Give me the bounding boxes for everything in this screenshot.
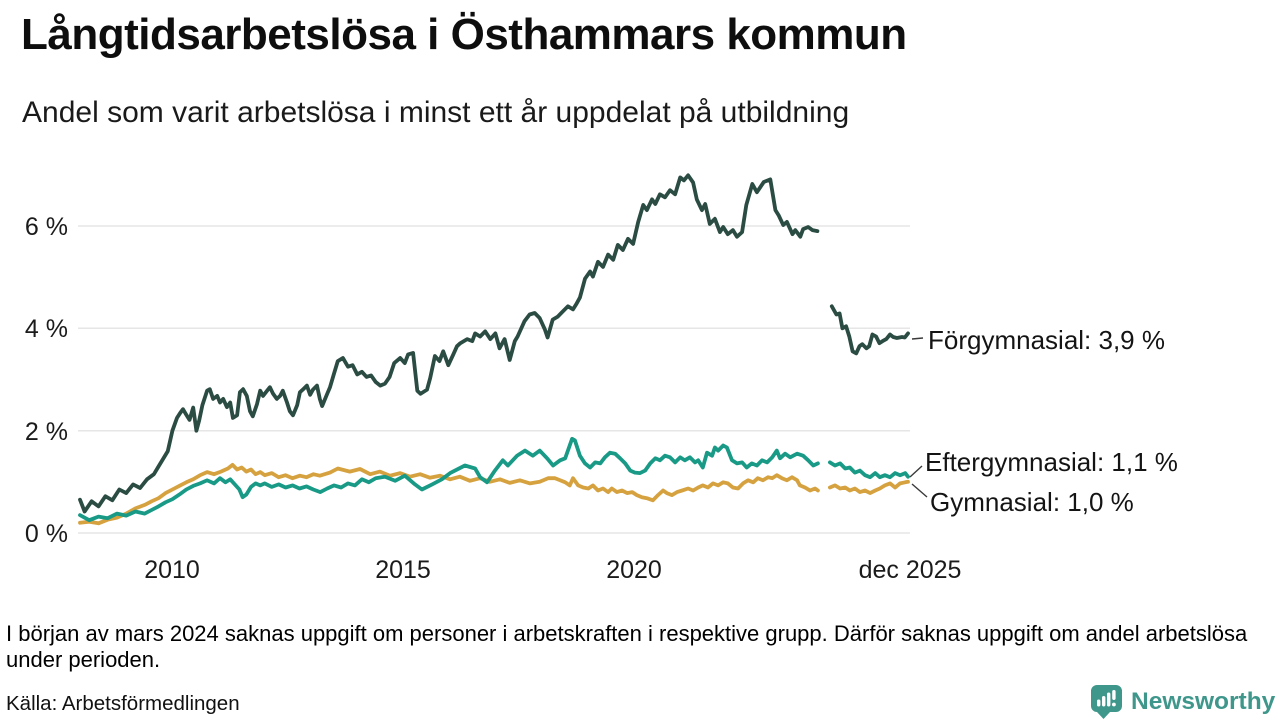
- y-gridlines: [78, 225, 910, 534]
- series-lines: [78, 173, 910, 526]
- y-tick-4: 4 %: [25, 315, 68, 343]
- brand-logo: Newsworthy: [1091, 685, 1275, 719]
- leader-forgymnasial: [911, 337, 924, 340]
- end-label-leaders: [909, 337, 928, 498]
- series-line-eftergymnasial: [78, 436, 820, 523]
- page-subtitle: Andel som varit arbetslösa i minst ett å…: [22, 96, 850, 129]
- y-tick-6: 6 %: [25, 213, 68, 241]
- footnote-text: I början av mars 2024 saknas uppgift om …: [6, 621, 1248, 672]
- y-tick-2: 2 %: [25, 418, 68, 446]
- series-line-gymnasial: [78, 463, 820, 526]
- brand-name: Newsworthy: [1131, 688, 1276, 715]
- newsworthy-chart-bubble-icon: [1091, 685, 1122, 719]
- x-axis-labels: 2010 2015 2020 dec 2025: [144, 556, 961, 584]
- y-tick-0: 0 %: [25, 520, 68, 548]
- source-text: Källa: Arbetsförmedlingen: [6, 692, 240, 715]
- x-tick-2020: 2020: [606, 556, 662, 584]
- series-line-gymnasial-after-gap: [828, 479, 910, 495]
- series-label-forgymnasial: Förgymnasial: 3,9 %: [928, 325, 1165, 355]
- leader-gymnasial: [911, 483, 928, 498]
- series-label-eftergymnasial: Eftergymnasial: 1,1 %: [925, 447, 1178, 477]
- series-label-gymnasial: Gymnasial: 1,0 %: [930, 487, 1134, 517]
- x-tick-dec-2025: dec 2025: [859, 556, 962, 584]
- series-end-labels: Förgymnasial: 3,9 % Eftergymnasial: 1,1 …: [925, 325, 1178, 517]
- series-line-eftergymnasial-after-gap: [828, 460, 910, 480]
- page-title: Långtidsarbetslösa i Östhammars kommun: [21, 10, 907, 59]
- leader-eftergymnasial: [909, 465, 923, 478]
- series-line-frgymnasial-after-gap: [829, 304, 910, 356]
- x-tick-2015: 2015: [375, 556, 431, 584]
- x-tick-2010: 2010: [144, 556, 200, 584]
- y-axis-labels: 0 % 2 % 4 % 6 %: [25, 213, 68, 548]
- series-line-frgymnasial: [78, 173, 820, 514]
